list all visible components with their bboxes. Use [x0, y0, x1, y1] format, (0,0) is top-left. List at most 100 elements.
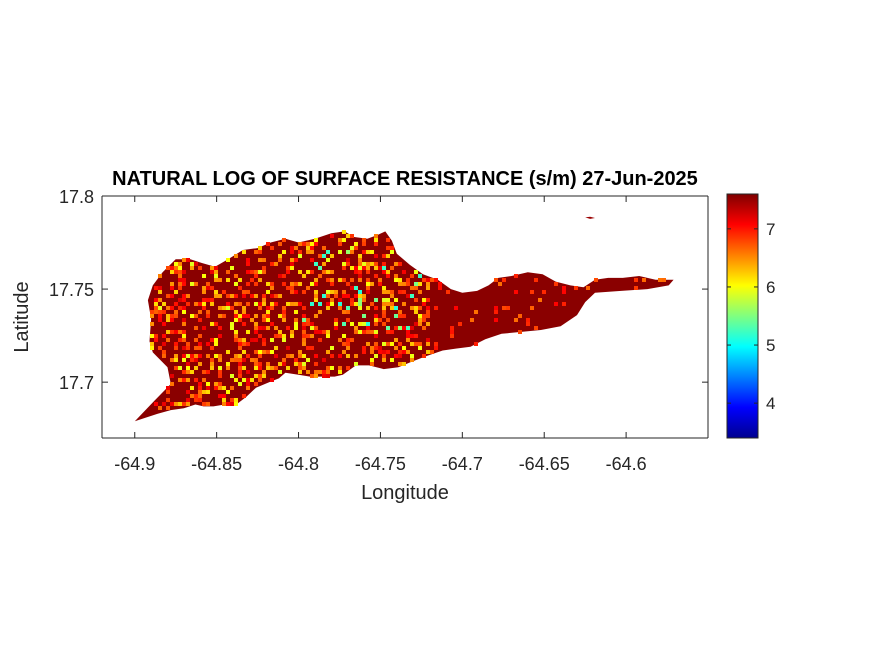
- heatmap-cell: [198, 394, 202, 398]
- heatmap-cell: [318, 370, 322, 374]
- heatmap-cell: [150, 346, 154, 350]
- heatmap-cell: [374, 254, 378, 258]
- heatmap-cell: [202, 370, 206, 374]
- heatmap-cell: [238, 358, 242, 362]
- heatmap-cell: [394, 274, 398, 278]
- heatmap-cell: [230, 402, 234, 406]
- colorbar-tick-label: 7: [766, 220, 775, 239]
- heatmap-cell: [250, 270, 254, 274]
- heatmap-cell: [222, 306, 226, 310]
- heatmap-cell: [318, 266, 322, 270]
- heatmap-cell: [358, 290, 362, 294]
- heatmap-cell: [178, 278, 182, 282]
- heatmap-cell: [154, 334, 158, 338]
- heatmap-cell: [158, 406, 162, 410]
- heatmap-cell: [402, 314, 406, 318]
- heatmap-cell: [210, 302, 214, 306]
- heatmap-cell: [346, 342, 350, 346]
- heatmap-cell: [262, 374, 266, 378]
- heatmap-cell: [194, 302, 198, 306]
- heatmap-cell: [174, 270, 178, 274]
- heatmap-cell: [290, 258, 294, 262]
- heatmap-cell: [158, 286, 162, 290]
- heatmap-cell: [234, 378, 238, 382]
- heatmap-cell: [226, 362, 230, 366]
- heatmap-cell: [242, 358, 246, 362]
- heatmap-cell: [314, 290, 318, 294]
- heatmap-cell: [282, 306, 286, 310]
- heatmap-cell: [246, 290, 250, 294]
- heatmap-cell: [342, 310, 346, 314]
- heatmap-cell: [214, 290, 218, 294]
- heatmap-cell: [374, 318, 378, 322]
- heatmap-cell: [326, 350, 330, 354]
- heatmap-cell: [198, 386, 202, 390]
- heatmap-cell: [198, 342, 202, 346]
- heatmap-cell: [266, 326, 270, 330]
- heatmap-cell: [246, 282, 250, 286]
- heatmap-cell: [194, 262, 198, 266]
- heatmap-cell: [322, 254, 326, 258]
- heatmap-cell: [182, 306, 186, 310]
- heatmap-cell: [322, 294, 326, 298]
- heatmap-cell: [310, 246, 314, 250]
- heatmap-cell: [422, 298, 426, 302]
- heatmap-cell: [422, 302, 426, 306]
- heatmap-cell: [306, 286, 310, 290]
- heatmap-cell: [526, 322, 530, 326]
- heatmap-cell: [382, 302, 386, 306]
- heatmap-cell: [350, 278, 354, 282]
- heatmap-cell: [350, 246, 354, 250]
- heatmap-cell: [262, 326, 266, 330]
- heatmap-cell: [394, 346, 398, 350]
- heatmap-cell: [170, 266, 174, 270]
- heatmap-cell: [278, 294, 282, 298]
- heatmap-cell: [418, 290, 422, 294]
- heatmap-cell: [362, 238, 366, 242]
- heatmap-cell: [258, 302, 262, 306]
- heatmap-cell: [298, 254, 302, 258]
- heatmap-cell: [214, 322, 218, 326]
- heatmap-cell: [534, 326, 538, 330]
- x-tick-label: -64.75: [355, 454, 406, 474]
- heatmap-cell: [390, 246, 394, 250]
- heatmap-cell: [278, 370, 282, 374]
- heatmap-cell: [266, 310, 270, 314]
- heatmap-cell: [394, 262, 398, 266]
- heatmap-cell: [202, 298, 206, 302]
- heatmap-cell: [362, 322, 366, 326]
- heatmap-cell: [302, 334, 306, 338]
- heatmap-cell: [330, 290, 334, 294]
- heatmap-layer: [134, 216, 674, 422]
- heatmap-cell: [166, 398, 170, 402]
- heatmap-cell: [326, 250, 330, 254]
- heatmap-cell: [398, 342, 402, 346]
- heatmap-cell: [206, 286, 210, 290]
- heatmap-cell: [382, 314, 386, 318]
- heatmap-cell: [330, 302, 334, 306]
- heatmap-cell: [206, 298, 210, 302]
- heatmap-cell: [398, 362, 402, 366]
- heatmap-cell: [238, 354, 242, 358]
- heatmap-cell: [246, 302, 250, 306]
- heatmap-cell: [202, 390, 206, 394]
- heatmap-cell: [182, 354, 186, 358]
- colorbar: 4 5 6 7: [726, 193, 775, 439]
- heatmap-cell: [182, 318, 186, 322]
- heatmap-cell: [254, 330, 258, 334]
- heatmap-cell: [358, 298, 362, 302]
- heatmap-cell: [382, 298, 386, 302]
- heatmap-cell: [270, 294, 274, 298]
- heatmap-cell: [418, 342, 422, 346]
- heatmap-cell: [174, 314, 178, 318]
- heatmap-cell: [258, 374, 262, 378]
- heatmap-cell: [218, 278, 222, 282]
- heatmap-cell: [242, 338, 246, 342]
- heatmap-cell: [306, 370, 310, 374]
- heatmap-cell: [182, 338, 186, 342]
- heatmap-cell: [346, 310, 350, 314]
- x-tick-label: -64.8: [278, 454, 319, 474]
- heatmap-cell: [422, 278, 426, 282]
- heatmap-cell: [314, 374, 318, 378]
- heatmap-cell: [322, 358, 326, 362]
